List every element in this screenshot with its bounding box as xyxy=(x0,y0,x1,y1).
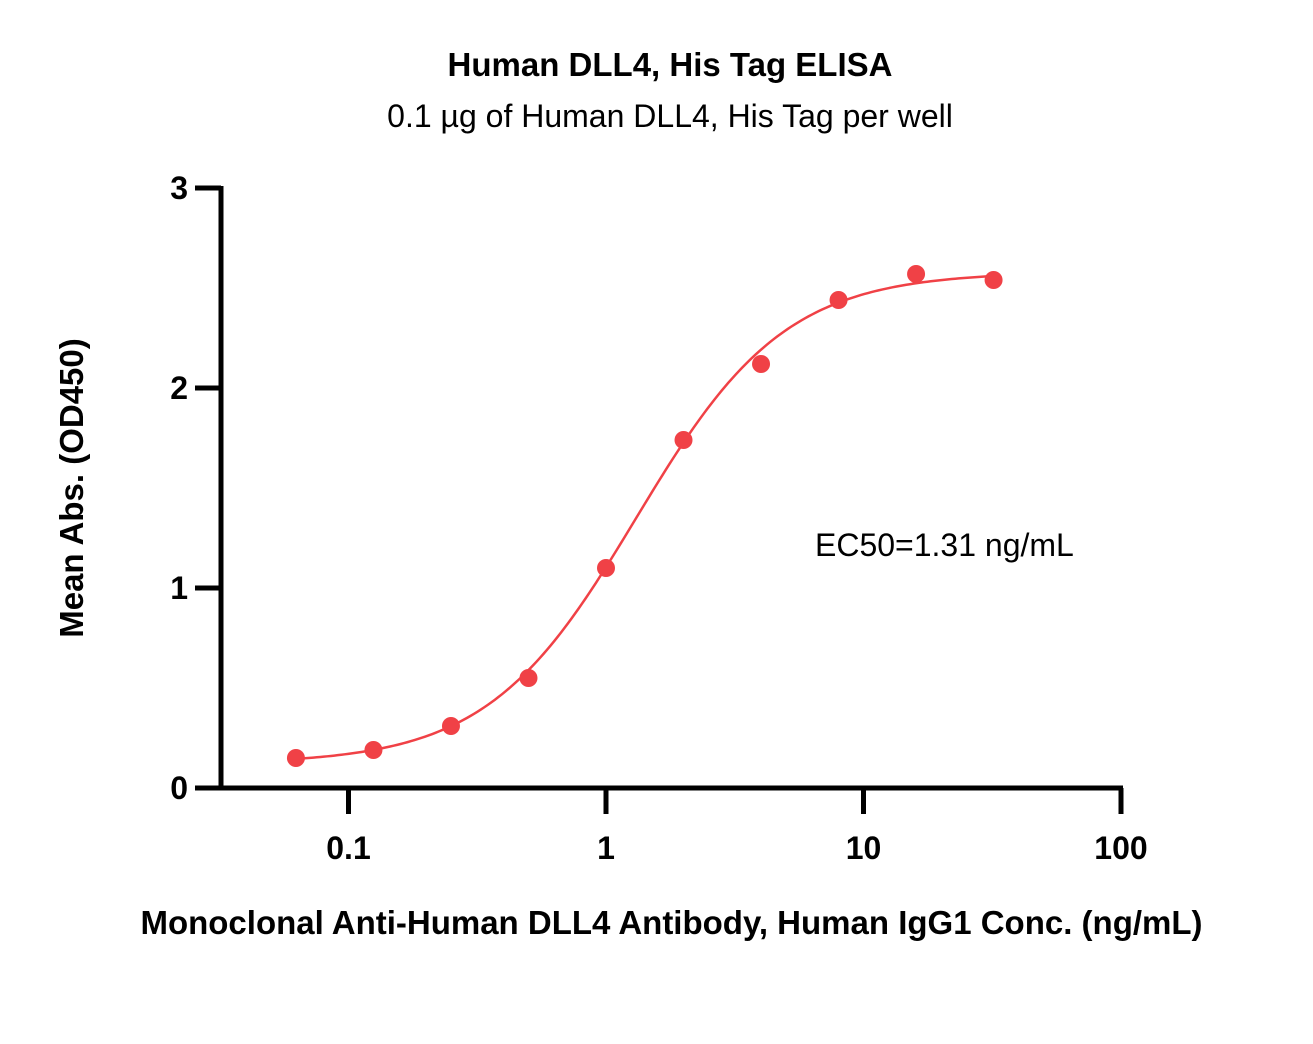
data-point xyxy=(907,265,926,283)
x-tick-label: 100 xyxy=(1094,830,1147,866)
data-point xyxy=(364,741,383,759)
x-tick-label: 0.1 xyxy=(326,830,370,866)
data-point xyxy=(441,717,460,735)
x-tick-label: 10 xyxy=(846,830,882,866)
data-point xyxy=(286,749,305,767)
axes: 0 1 2 3 0.1 1 10 100 xyxy=(170,170,1147,866)
chart-subtitle: 0.1 µg of Human DLL4, His Tag per well xyxy=(387,98,953,134)
y-tick-label: 1 xyxy=(170,570,188,606)
ec50-annotation: EC50=1.31 ng/mL xyxy=(815,527,1074,563)
data-point xyxy=(519,669,538,687)
x-tick-label: 1 xyxy=(597,830,615,866)
data-point xyxy=(752,355,771,373)
data-points-layer xyxy=(286,265,1003,767)
data-point xyxy=(984,271,1003,289)
fit-curve xyxy=(295,274,994,761)
x-axis-label: Monoclonal Anti-Human DLL4 Antibody, Hum… xyxy=(140,904,1203,941)
data-point xyxy=(829,291,848,309)
data-point xyxy=(597,559,615,577)
y-tick-label: 2 xyxy=(170,370,188,406)
y-tick-label: 0 xyxy=(170,770,188,806)
data-point xyxy=(674,431,693,449)
fit-curve-layer xyxy=(295,274,994,761)
y-tick-label: 3 xyxy=(170,170,188,206)
chart-title: Human DLL4, His Tag ELISA xyxy=(447,46,893,83)
